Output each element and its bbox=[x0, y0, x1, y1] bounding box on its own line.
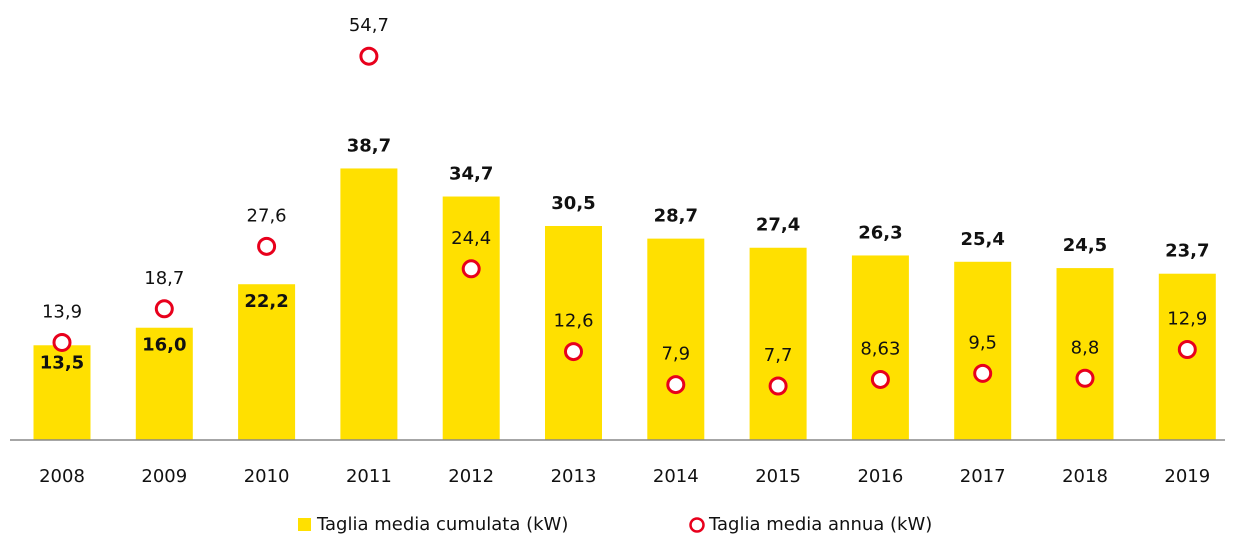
bar-value-label: 16,0 bbox=[142, 335, 186, 356]
marker-value-label: 8,63 bbox=[860, 338, 900, 359]
bar bbox=[749, 247, 807, 440]
bar-value-label: 30,5 bbox=[551, 193, 595, 214]
marker bbox=[870, 369, 890, 389]
bar bbox=[545, 225, 602, 440]
marker bbox=[564, 342, 583, 362]
marker bbox=[461, 259, 481, 279]
x-tick-label: 2015 bbox=[755, 466, 801, 487]
legend-swatch bbox=[298, 518, 311, 531]
legend-marker bbox=[689, 517, 705, 533]
bar bbox=[340, 168, 398, 440]
bar-value-label: 25,4 bbox=[960, 229, 1004, 250]
marker bbox=[1177, 339, 1197, 359]
marker bbox=[359, 46, 379, 66]
bar bbox=[442, 196, 500, 440]
marker-value-label: 8,8 bbox=[1071, 337, 1100, 358]
bar bbox=[33, 345, 91, 440]
bar-value-label: 22,2 bbox=[244, 291, 288, 312]
marker bbox=[1075, 368, 1095, 388]
marker-value-label: 7,9 bbox=[661, 344, 690, 365]
bar bbox=[851, 255, 909, 440]
bar-value-label: 38,7 bbox=[347, 135, 391, 156]
marker-value-label: 12,6 bbox=[553, 311, 593, 332]
marker-value-label: 12,9 bbox=[1167, 308, 1207, 329]
x-tick-label: 2017 bbox=[960, 466, 1006, 487]
x-tick-label: 2011 bbox=[346, 466, 392, 487]
x-tick-label: 2019 bbox=[1164, 466, 1210, 487]
marker bbox=[973, 363, 993, 383]
bar bbox=[238, 284, 296, 440]
x-tick-label: 2009 bbox=[141, 466, 187, 487]
bar-value-label: 23,7 bbox=[1165, 241, 1209, 262]
x-tick-label: 2010 bbox=[244, 466, 290, 487]
x-tick-label: 2013 bbox=[551, 466, 597, 487]
x-tick-label: 2012 bbox=[448, 466, 494, 487]
legend-label: Taglia media annua (kW) bbox=[708, 514, 932, 535]
marker-value-label: 54,7 bbox=[349, 15, 389, 36]
marker-value-label: 7,7 bbox=[764, 345, 793, 366]
marker bbox=[257, 236, 277, 256]
bar-value-label: 27,4 bbox=[756, 215, 800, 236]
legend-label: Taglia media cumulata (kW) bbox=[316, 514, 568, 535]
x-tick-label: 2018 bbox=[1062, 466, 1108, 487]
bar bbox=[647, 238, 705, 440]
x-tick-label: 2008 bbox=[39, 466, 85, 487]
bar-value-label: 24,5 bbox=[1063, 235, 1107, 256]
marker bbox=[768, 376, 788, 396]
marker-value-label: 27,6 bbox=[247, 205, 287, 226]
x-tick-label: 2014 bbox=[653, 466, 699, 487]
marker-value-label: 13,9 bbox=[42, 301, 82, 322]
bar-value-label: 34,7 bbox=[449, 164, 493, 185]
bar-value-label: 13,5 bbox=[40, 352, 84, 373]
bar-value-label: 28,7 bbox=[654, 206, 698, 227]
x-tick-label: 2016 bbox=[857, 466, 903, 487]
marker-value-label: 9,5 bbox=[968, 332, 997, 353]
marker-value-label: 18,7 bbox=[144, 268, 184, 289]
marker bbox=[666, 375, 686, 395]
marker bbox=[154, 299, 174, 319]
marker bbox=[52, 332, 72, 352]
bar bbox=[1056, 268, 1114, 440]
marker-value-label: 24,4 bbox=[451, 228, 491, 249]
bar-value-label: 26,3 bbox=[858, 222, 902, 243]
bar bbox=[954, 261, 1012, 440]
bar bbox=[135, 327, 193, 440]
